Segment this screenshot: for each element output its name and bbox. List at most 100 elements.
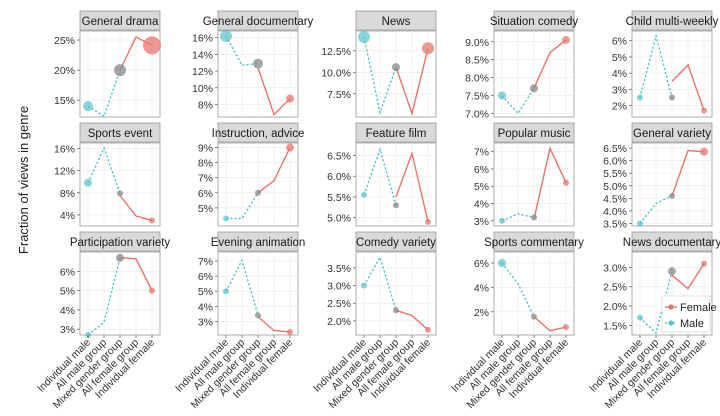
y-tick-label: 2.5% [603, 282, 627, 294]
mixed-group-point [668, 267, 676, 276]
male-series-line [639, 271, 673, 335]
male-series-line [226, 192, 259, 220]
y-tick-label: 12.5% [321, 46, 351, 58]
male-series-line [501, 87, 535, 115]
y-tick-label: 2.5% [327, 298, 351, 310]
mixed-group-point [669, 192, 675, 199]
y-tick-label: 5.5% [327, 192, 351, 204]
panel-title: Comedy variety [356, 237, 436, 249]
y-tick-label: 4% [60, 210, 75, 222]
y-tick-label: 5% [474, 181, 489, 193]
panel-general-variety: General variety 3.5%4.0%4.5%5.0%5.5%6.0%6… [603, 122, 713, 230]
panel-instruction-advice: Instruction, advice 5% 6% 7% 8% 9% [198, 122, 305, 227]
y-tick-label: 4% [60, 305, 75, 317]
female-point-individual [149, 217, 155, 224]
panel-general-drama: General drama 15% 20% 25% [54, 10, 161, 118]
y-tick-label: 5.0% [327, 213, 351, 225]
panel-situation-comedy: Situation comedy 7.0% 7.5% 8.0% 8.5% 9.0% [465, 10, 578, 120]
y-tick-label: 7% [198, 256, 213, 268]
y-tick-label: 6% [474, 258, 489, 270]
panel-news-documentary: News documentary1.5%2.0%2.5%3.0%Individu… [587, 231, 720, 411]
y-tick-label: 8% [198, 99, 213, 111]
panel-strip [217, 10, 299, 31]
panel-strip [217, 122, 299, 143]
female-series-line [395, 48, 429, 117]
y-tick-label: 7.5% [465, 91, 489, 103]
panel-title: News [382, 16, 411, 28]
male-point-individual [637, 94, 643, 101]
y-tick-label: 5% [60, 286, 75, 298]
mixed-group-point [114, 64, 126, 77]
male-point-individual [637, 314, 643, 321]
y-tick-label: 6.0% [327, 171, 351, 183]
mixed-group-point [669, 94, 675, 101]
panel-general-documentary: General documentary 8% 10% 12% 14% 16% [192, 10, 314, 118]
mixed-group-point [117, 190, 123, 197]
panel-title: Sports event [88, 128, 153, 140]
panel-title: Instruction, advice [212, 128, 305, 140]
mixed-group-point [116, 253, 124, 262]
y-tick-label: 25% [54, 35, 75, 47]
female-point-individual [143, 36, 161, 55]
female-point-individual [563, 324, 569, 331]
y-tick-label: 6% [474, 164, 489, 176]
panel-title: Evening animation [211, 237, 306, 249]
male-point-individual [498, 258, 506, 267]
female-point-individual [425, 218, 431, 225]
male-series-line [501, 262, 535, 317]
panel-strip [217, 231, 299, 252]
y-tick-label: 16% [192, 33, 213, 45]
panel-strip [79, 122, 161, 143]
panels-grid: General drama 15% 20% 25% General documentar… [35, 10, 720, 411]
female-series-line [533, 316, 567, 332]
y-tick-label: 6% [198, 271, 213, 283]
panel-strip [493, 231, 575, 252]
panel-strip [79, 231, 161, 252]
female-point-individual [701, 107, 707, 114]
panel-title: General variety [633, 128, 711, 140]
female-series-line [119, 195, 153, 222]
male-point-individual [84, 178, 92, 187]
female-point-individual [701, 260, 707, 267]
y-tick-label: 20% [54, 65, 75, 77]
y-tick-label: 14% [192, 49, 213, 61]
male-series-line [363, 146, 397, 206]
female-series-line [395, 309, 429, 331]
female-point-individual [422, 42, 434, 55]
female-point-individual [562, 35, 570, 44]
legend-label-male: Male [680, 318, 704, 330]
y-tick-label: 2.0% [603, 301, 627, 313]
female-series-line [533, 39, 567, 89]
male-series-line [225, 258, 259, 316]
y-tick-label: 7% [474, 147, 489, 159]
y-tick-label: 7.0% [465, 108, 489, 120]
female-series-line [671, 149, 705, 197]
panel-participation-variety: Participation variety3%4%5%6%Individual … [35, 231, 171, 411]
female-series-line [119, 257, 153, 291]
mixed-group-point [531, 214, 537, 221]
mixed-group-point [253, 58, 263, 69]
male-series-line [225, 35, 259, 66]
panel-title: Child multi-weekly [626, 16, 719, 28]
panel-strip [631, 231, 713, 252]
panel-strip [79, 10, 161, 31]
male-point-individual [498, 91, 506, 100]
male-series-line [363, 36, 397, 116]
male-series-line [87, 146, 121, 194]
female-point-individual [287, 328, 293, 335]
panel-title: General documentary [203, 16, 314, 28]
y-tick-label: 7% [198, 173, 213, 185]
female-point-individual [286, 143, 294, 152]
y-tick-label: 2.0% [327, 316, 351, 328]
y-tick-label: 12% [192, 66, 213, 78]
y-tick-label: 5% [612, 52, 627, 64]
legend-marker-male [668, 320, 674, 326]
panel-title: Participation variety [70, 237, 171, 249]
y-tick-label: 6.5% [327, 150, 351, 162]
y-tick-label: 4% [474, 282, 489, 294]
y-tick-label: 5% [198, 203, 213, 215]
female-series-line [671, 63, 705, 111]
panel-title: Situation comedy [490, 16, 578, 28]
